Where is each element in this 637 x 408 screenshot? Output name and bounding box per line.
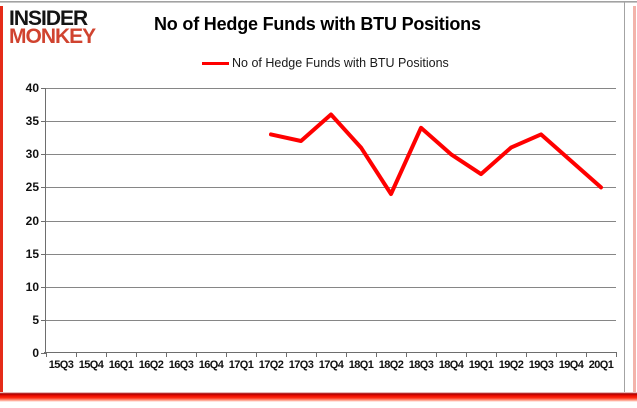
y-axis-label: 20 xyxy=(25,213,39,228)
x-axis-label: 19Q3 xyxy=(528,359,554,371)
x-axis-label: 18Q2 xyxy=(378,359,404,371)
x-axis-label: 15Q4 xyxy=(78,359,104,371)
x-axis-label: 16Q3 xyxy=(168,359,194,371)
y-tick-mark xyxy=(41,121,45,123)
logo-insider-text: INSIDER xyxy=(9,7,88,30)
x-axis-label: 20Q1 xyxy=(588,359,614,371)
x-tick-mark xyxy=(526,353,527,357)
x-tick-mark xyxy=(136,353,137,357)
border-right-pink xyxy=(633,6,636,394)
x-tick-mark xyxy=(346,353,347,357)
y-tick-mark xyxy=(41,220,45,222)
x-axis-label: 18Q1 xyxy=(348,359,374,371)
gridline xyxy=(46,187,616,189)
plot-area xyxy=(46,88,616,353)
gridline xyxy=(46,319,616,321)
border-bottom-red xyxy=(0,392,637,402)
x-tick-mark xyxy=(166,353,167,357)
x-axis-label: 18Q4 xyxy=(438,359,464,371)
gridline xyxy=(46,121,616,123)
y-axis-labels: 0 5 10 15 20 25 30 35 40 xyxy=(0,81,39,360)
x-tick-mark xyxy=(496,353,497,357)
x-axis-label: 16Q2 xyxy=(138,359,164,371)
y-axis-label: 5 xyxy=(32,312,39,327)
frame-right-gray-line xyxy=(624,2,625,392)
x-tick-mark xyxy=(406,353,407,357)
y-axis-line xyxy=(45,88,46,354)
chart-title: No of Hedge Funds with BTU Positions xyxy=(154,14,481,34)
legend-label: No of Hedge Funds with BTU Positions xyxy=(232,56,449,70)
x-axis-labels: 15Q3 15Q4 16Q1 16Q2 16Q3 16Q4 17Q1 17Q2 17Q3 17Q4… xyxy=(46,359,622,373)
x-axis-label: 17Q3 xyxy=(288,359,314,371)
y-axis-label: 10 xyxy=(25,279,39,294)
x-axis-label: 18Q3 xyxy=(408,359,434,371)
insider-monkey-logo: INSIDER MONKEY xyxy=(9,7,96,48)
y-axis-label: 15 xyxy=(25,246,39,261)
x-tick-mark xyxy=(46,353,47,357)
y-axis-label: 0 xyxy=(32,346,39,360)
legend-line-swatch xyxy=(202,61,229,65)
x-tick-mark xyxy=(196,353,197,357)
y-tick-mark xyxy=(41,154,45,156)
x-tick-mark xyxy=(376,353,377,357)
y-tick-mark xyxy=(41,286,45,288)
x-tick-mark xyxy=(556,353,557,357)
x-tick-mark xyxy=(616,353,617,357)
x-axis-label: 17Q4 xyxy=(318,359,344,371)
frame-top-gray-line xyxy=(0,1,637,3)
x-tick-mark xyxy=(106,353,107,357)
x-axis-line xyxy=(44,352,617,353)
y-axis-label: 30 xyxy=(25,147,39,162)
gridline xyxy=(46,253,616,255)
y-axis-label: 40 xyxy=(25,81,39,95)
y-tick-mark xyxy=(41,187,45,189)
y-axis-label: 35 xyxy=(25,114,39,129)
x-tick-mark xyxy=(466,353,467,357)
x-tick-mark xyxy=(316,353,317,357)
x-tick-mark xyxy=(436,353,437,357)
legend: No of Hedge Funds with BTU Positions xyxy=(202,56,449,70)
y-axis-label: 25 xyxy=(25,180,39,195)
x-tick-mark xyxy=(76,353,77,357)
x-axis-label: 16Q1 xyxy=(108,359,134,371)
gridline xyxy=(46,286,616,288)
gridline xyxy=(46,154,616,156)
x-axis-label: 16Q4 xyxy=(198,359,224,371)
hedge-funds-line xyxy=(269,112,603,196)
x-axis-label: 17Q1 xyxy=(228,359,254,371)
y-tick-mark xyxy=(41,319,45,321)
x-axis-label: 19Q2 xyxy=(498,359,524,371)
x-axis-ticks xyxy=(46,353,617,357)
y-tick-mark xyxy=(41,253,45,255)
gridline xyxy=(46,88,616,89)
x-tick-mark xyxy=(256,353,257,357)
x-tick-mark xyxy=(286,353,287,357)
x-axis-label: 19Q1 xyxy=(468,359,494,371)
logo-monkey-text: MONKEY xyxy=(9,24,96,48)
x-axis-label: 19Q4 xyxy=(558,359,584,371)
x-tick-mark xyxy=(586,353,587,357)
border-left-red xyxy=(0,6,3,394)
y-tick-mark xyxy=(41,353,45,354)
y-tick-mark xyxy=(41,88,45,89)
gridline xyxy=(46,220,616,222)
x-axis-label: 15Q3 xyxy=(48,359,74,371)
x-axis-label: 17Q2 xyxy=(258,359,284,371)
x-tick-mark xyxy=(226,353,227,357)
y-axis-ticks xyxy=(41,88,45,354)
